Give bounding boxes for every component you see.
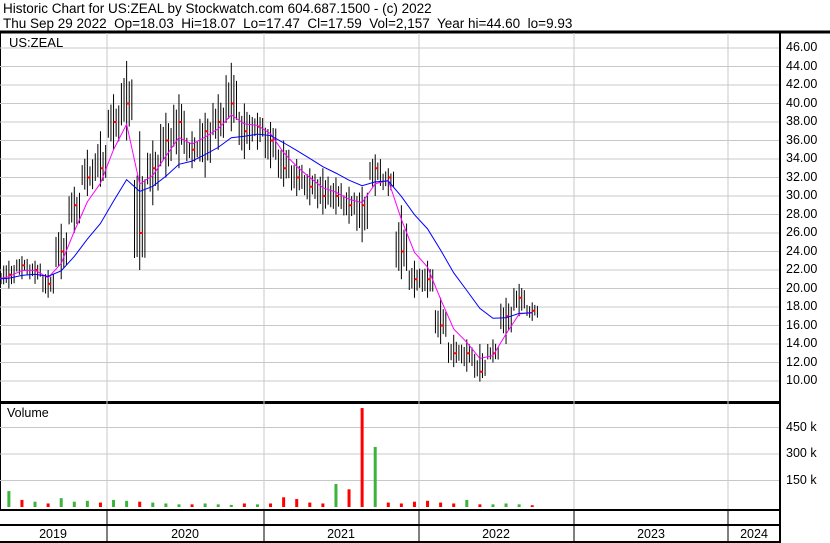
volume-bar bbox=[85, 500, 89, 507]
volume-tick-label: 150 k bbox=[786, 472, 817, 487]
volume-bar bbox=[504, 503, 508, 507]
price-tick-label: 10.00 bbox=[786, 373, 818, 387]
volume-bar bbox=[242, 503, 246, 507]
volume-bar bbox=[255, 504, 259, 507]
year-label: 2021 bbox=[327, 527, 355, 541]
price-tick-label: 20.00 bbox=[786, 280, 818, 295]
volume-tick-label: 300 k bbox=[786, 446, 817, 460]
price-tick-label: 26.00 bbox=[786, 225, 818, 239]
volume-bar bbox=[216, 504, 220, 507]
volume-bar bbox=[517, 504, 521, 507]
volume-bar bbox=[33, 501, 37, 507]
volume-bar bbox=[229, 504, 233, 507]
volume-bar bbox=[452, 503, 456, 507]
volume-bar bbox=[7, 491, 11, 507]
volume-bar bbox=[164, 503, 168, 507]
volume-bar bbox=[334, 484, 338, 507]
price-panel-frame bbox=[0, 31, 781, 403]
year-label: 2022 bbox=[482, 527, 510, 541]
symbol-label: US:ZEAL bbox=[9, 35, 64, 50]
volume-bar bbox=[295, 499, 299, 507]
volume-bar bbox=[386, 502, 390, 507]
price-tick-label: 36.00 bbox=[786, 132, 818, 147]
price-tick-label: 28.00 bbox=[786, 206, 818, 221]
price-tick-label: 42.00 bbox=[786, 77, 818, 91]
long-moving-average-line bbox=[0, 133, 533, 319]
year-label: 2020 bbox=[171, 527, 199, 541]
price-tick-label: 16.00 bbox=[786, 317, 818, 332]
price-tick-label: 46.00 bbox=[786, 40, 818, 54]
price-tick-label: 12.00 bbox=[786, 354, 818, 369]
volume-bar bbox=[373, 446, 377, 507]
price-tick-label: 22.00 bbox=[786, 262, 818, 276]
year-label: 2024 bbox=[740, 527, 768, 541]
price-tick-label: 30.00 bbox=[786, 188, 818, 202]
short-moving-average-line bbox=[0, 114, 533, 360]
volume-bar bbox=[308, 502, 312, 507]
volume-bar bbox=[439, 502, 443, 507]
volume-bar bbox=[426, 500, 430, 507]
volume-bar bbox=[177, 504, 181, 507]
volume-bar bbox=[72, 501, 76, 507]
volume-bar bbox=[46, 503, 50, 507]
price-tick-label: 32.00 bbox=[786, 169, 818, 184]
volume-bar bbox=[98, 502, 102, 507]
volume-bar bbox=[491, 504, 495, 507]
quote-summary: Thu Sep 29 2022 Op=18.03 Hi=18.07 Lo=17.… bbox=[3, 16, 573, 31]
volume-bar bbox=[125, 500, 129, 507]
volume-bar bbox=[138, 501, 142, 507]
volume-bar bbox=[203, 503, 207, 507]
volume-bar bbox=[151, 502, 155, 507]
year-label: 2023 bbox=[637, 527, 665, 541]
year-label: 2019 bbox=[39, 527, 67, 541]
volume-bar bbox=[347, 489, 351, 507]
price-tick-label: 40.00 bbox=[786, 95, 818, 110]
volume-tick-label: 450 k bbox=[786, 419, 817, 434]
volume-bar bbox=[269, 503, 273, 507]
volume-bar bbox=[478, 504, 482, 507]
volume-bar bbox=[465, 499, 469, 507]
price-tick-label: 14.00 bbox=[786, 336, 818, 350]
volume-label: Volume bbox=[7, 406, 49, 420]
price-tick-label: 24.00 bbox=[786, 243, 818, 258]
price-tick-label: 38.00 bbox=[786, 114, 818, 128]
price-tick-label: 44.00 bbox=[786, 58, 818, 73]
volume-bar bbox=[20, 499, 24, 507]
volume-bar bbox=[282, 497, 286, 507]
volume-bar bbox=[412, 501, 416, 507]
price-tick-label: 34.00 bbox=[786, 151, 818, 165]
volume-bar bbox=[190, 504, 194, 507]
volume-bar bbox=[530, 505, 534, 507]
volume-bar bbox=[399, 503, 403, 507]
volume-bar bbox=[59, 498, 63, 507]
volume-bar bbox=[112, 499, 116, 507]
volume-bar bbox=[360, 408, 364, 507]
chart-title: Historic Chart for US:ZEAL by Stockwatch… bbox=[3, 1, 432, 16]
price-tick-label: 18.00 bbox=[786, 299, 818, 313]
volume-panel-frame bbox=[0, 402, 781, 511]
volume-bar bbox=[321, 503, 325, 507]
